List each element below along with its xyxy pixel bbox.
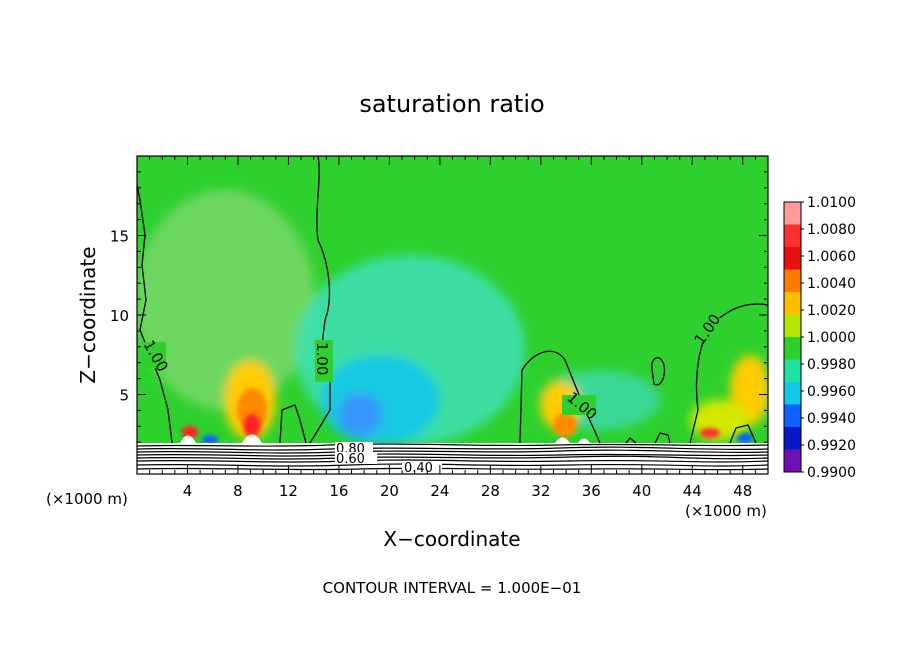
colorbar-swatch <box>784 224 801 248</box>
blue-spot-6km <box>202 435 218 445</box>
x-tick-label: 40 <box>632 482 651 500</box>
x-tick-label: 28 <box>481 482 500 500</box>
colorbar-swatch <box>784 449 801 473</box>
colorbar-label: 1.0040 <box>807 276 856 292</box>
colorbar-swatch <box>784 404 801 428</box>
white-spot-9km <box>242 434 262 443</box>
colorbar-swatch <box>784 202 801 225</box>
colorbar-label: 1.0080 <box>807 222 856 238</box>
colorbar-swatch <box>784 292 801 315</box>
x-unit-right: (×1000 m) <box>685 502 767 520</box>
y-tick-labels: 5 10 15 <box>110 228 129 405</box>
colorbar-label: 1.0020 <box>807 303 856 319</box>
cyan-core-center <box>320 355 440 445</box>
colorbar-label: 0.9960 <box>807 384 856 400</box>
saturation-field: 1.00 1.00 1.00 1.00 0.80 0.60 0.40 <box>137 156 768 476</box>
x-tick-label: 4 <box>183 482 193 500</box>
y-tick-label: 5 <box>119 387 129 405</box>
colorbar-swatch <box>784 314 801 338</box>
y-tick-label: 10 <box>110 307 129 325</box>
blue-spot-47km <box>737 433 753 443</box>
x-tick-labels: 4 8 12 16 20 24 28 32 36 40 44 48 <box>183 482 753 500</box>
x-tick-label: 44 <box>683 482 702 500</box>
colorbar-label: 0.9940 <box>807 411 856 427</box>
white-spot-34km <box>555 437 570 443</box>
colorbar-label: 0.9900 <box>807 465 856 481</box>
lower-contours <box>137 443 768 471</box>
y-axis-label: Z−coordinate <box>76 246 100 383</box>
colorbar-swatch <box>784 337 801 360</box>
x-tick-label: 24 <box>430 482 449 500</box>
x-tick-label: 36 <box>582 482 601 500</box>
chart-title: saturation ratio <box>359 90 544 118</box>
y-tick-label: 15 <box>110 228 129 246</box>
axis-ticks <box>136 155 769 475</box>
contour-label-7: 0.40 <box>404 461 433 476</box>
blue-spot-center <box>338 393 382 437</box>
white-spot-35km <box>578 438 590 443</box>
colorbar-label: 0.9980 <box>807 357 856 373</box>
colorbar-swatch <box>784 427 801 450</box>
orange-core-34km <box>553 413 577 437</box>
x-tick-label: 20 <box>380 482 399 500</box>
red-core-45km <box>700 428 720 438</box>
x-axis-label: X−coordinate <box>383 527 520 551</box>
colorbar-label: 1.0000 <box>807 330 856 346</box>
red-core-8km <box>243 413 261 437</box>
colorbar-label: 0.9920 <box>807 438 856 454</box>
x-tick-label: 8 <box>233 482 243 500</box>
white-spot-5km <box>180 435 196 443</box>
red-core-5km <box>182 426 198 438</box>
colorbar: 1.0100 1.0080 1.0060 1.0040 1.0020 1.0000 0.99… <box>783 195 856 481</box>
colorbar-swatch <box>784 247 801 270</box>
x-tick-label: 12 <box>279 482 298 500</box>
x-unit-left: (×1000 m) <box>46 490 128 508</box>
colorbar-swatch <box>784 359 801 383</box>
contour-label-2: 1.00 <box>313 342 331 375</box>
colorbar-swatch <box>784 382 801 405</box>
colorbar-label: 1.0060 <box>807 249 856 265</box>
contour-interval-note: CONTOUR INTERVAL = 1.000E−01 <box>323 579 582 597</box>
x-tick-label: 32 <box>531 482 550 500</box>
colorbar-label: 1.0100 <box>807 195 856 211</box>
contour-label-6: 0.60 <box>336 452 365 467</box>
x-tick-label: 48 <box>733 482 752 500</box>
colorbar-swatch <box>784 269 801 293</box>
x-tick-label: 16 <box>329 482 348 500</box>
light-green-region-left <box>137 190 315 410</box>
